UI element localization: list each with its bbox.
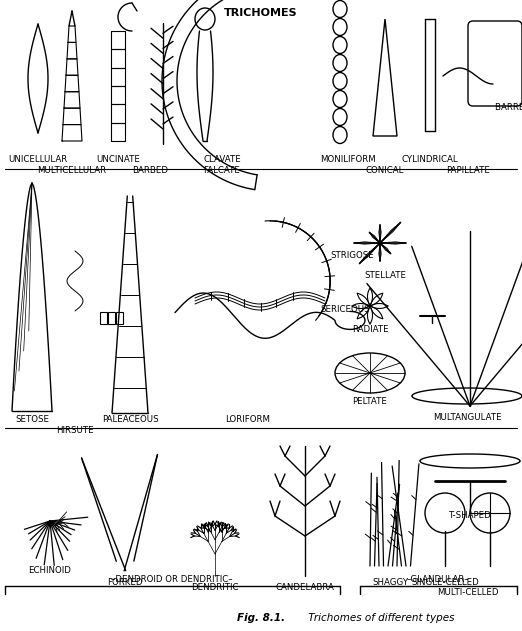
Text: Fig. 8.1.: Fig. 8.1. [237,613,285,623]
Text: MULTI-CELLED: MULTI-CELLED [437,588,499,597]
Text: BARREL- SHAPED: BARREL- SHAPED [495,103,522,112]
Text: CANDELABRA: CANDELABRA [276,583,335,592]
Bar [108,312,115,324]
Text: LORIFORM: LORIFORM [226,415,270,424]
Text: CONICAL: CONICAL [366,166,404,175]
Text: –GLANDULAR–: –GLANDULAR– [407,575,469,584]
Text: SHAGGY: SHAGGY [372,578,408,587]
Text: CLAVATE: CLAVATE [203,155,241,164]
Text: PELTATE: PELTATE [352,397,387,406]
Text: STELLATE: STELLATE [364,271,406,280]
Text: PALEACEOUS: PALEACEOUS [102,415,158,424]
Text: DENDRITIC: DENDRITIC [191,583,239,592]
Text: MULTANGULATE: MULTANGULATE [433,413,501,422]
Text: T-SHAPED: T-SHAPED [448,511,491,520]
Text: HIRSUTE: HIRSUTE [56,426,94,435]
Bar [116,312,123,324]
Text: BARBED: BARBED [132,166,168,175]
Text: STRIGOSE: STRIGOSE [330,252,374,261]
Text: MULTICELLULAR: MULTICELLULAR [38,166,106,175]
Text: FALCATE: FALCATE [204,166,241,175]
Text: Trichomes of different types: Trichomes of different types [305,613,455,623]
Text: TRICHOMES: TRICHOMES [224,8,298,18]
Text: ECHINOID: ECHINOID [29,566,72,575]
Text: RADIATE: RADIATE [352,325,388,334]
Text: UNCINATE: UNCINATE [96,155,140,164]
Text: FORKED: FORKED [107,578,143,587]
Bar [100,312,107,324]
Text: SINGLE-CELLED: SINGLE-CELLED [411,578,479,587]
Text: –DENDROID OR DENDRITIC–: –DENDROID OR DENDRITIC– [111,575,233,584]
Text: UNICELLULAR: UNICELLULAR [8,155,68,164]
Text: MONILIFORM: MONILIFORM [320,155,376,164]
Text: SETOSE: SETOSE [15,415,49,424]
Text: PAPILLATE: PAPILLATE [446,166,490,175]
Text: CYLINDRICAL: CYLINDRICAL [402,155,458,164]
Text: SERICEOUS: SERICEOUS [320,305,370,314]
